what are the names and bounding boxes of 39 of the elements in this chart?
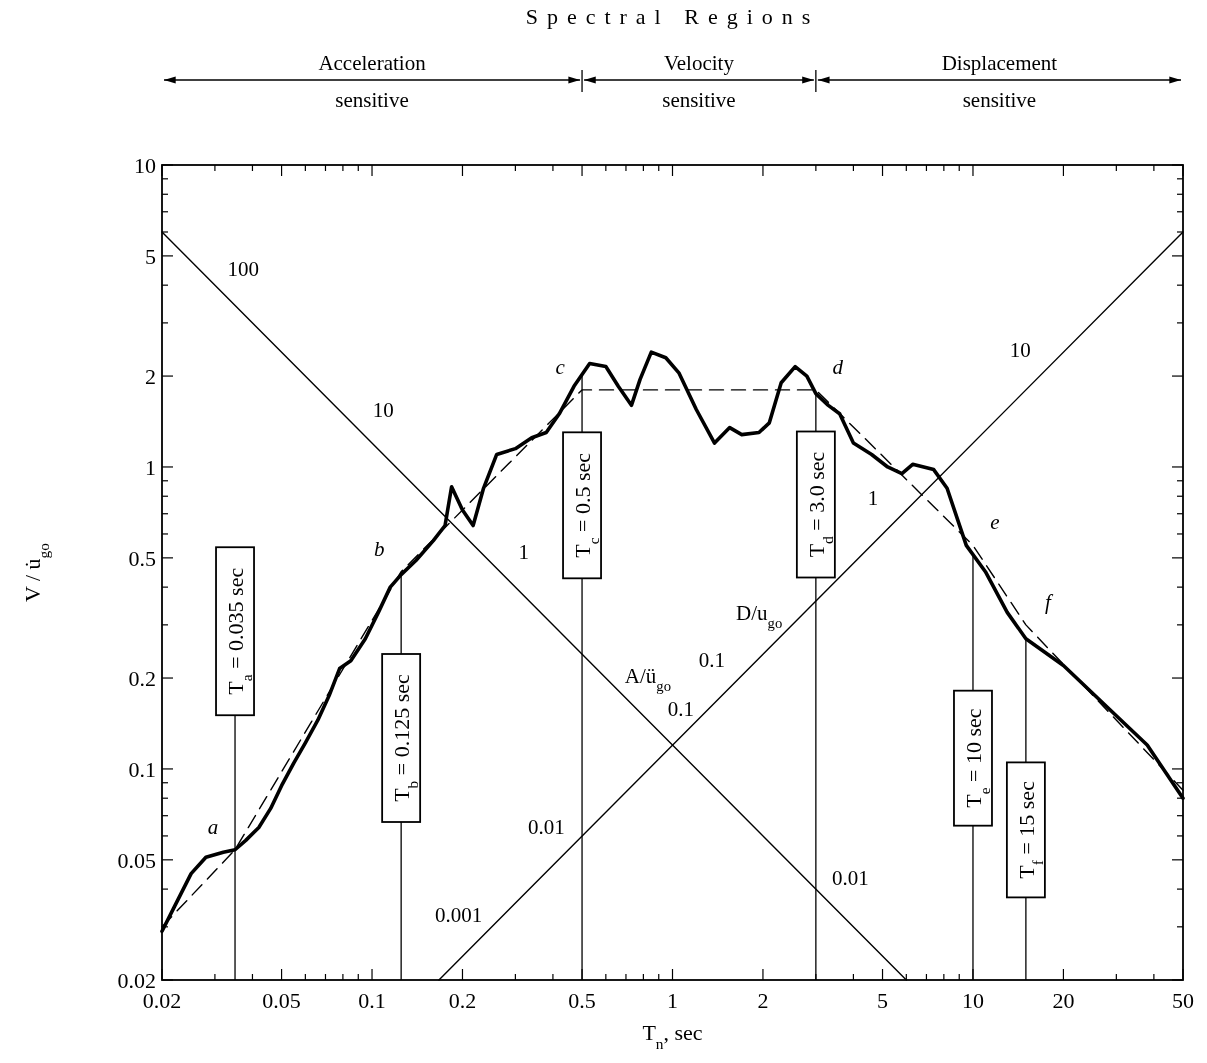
annotation: e [990, 510, 1000, 535]
y-tick-label: 0.2 [128, 666, 156, 692]
y-tick-label: 0.5 [128, 545, 156, 571]
x-tick-label: 0.5 [568, 988, 596, 1013]
annotation: 0.1 [698, 648, 725, 673]
x-tick-label: 0.05 [262, 988, 301, 1013]
x-tick-label: 1 [667, 988, 678, 1013]
annotation: 10 [1009, 338, 1031, 363]
annotation: 100 [227, 256, 260, 281]
x-tick-label: 5 [877, 988, 889, 1013]
annotation: 0.01 [831, 866, 869, 891]
y-tick-label: 5 [145, 243, 156, 269]
y-tick-label: 2 [145, 364, 156, 390]
chart-title: Spectral Regions [525, 4, 820, 29]
annotation: c [555, 354, 566, 379]
x-axis-title: T$_{n}$, sec [642, 1020, 703, 1052]
y-tick-label: 1 [145, 454, 156, 480]
y-tick-label: 0.05 [117, 847, 156, 873]
annotation: A/ü$_{go}$ [624, 663, 672, 694]
y-tick-label: 0.1 [128, 756, 156, 782]
annotation: 0.001 [435, 902, 483, 927]
annotation: 0.1 [667, 696, 694, 721]
y-tick-label: 10 [134, 153, 156, 178]
x-tick-label: 0.1 [358, 988, 386, 1013]
annotation: 1 [518, 539, 529, 564]
annotation: a [207, 814, 219, 839]
x-tick-label: 20 [1052, 988, 1075, 1013]
annotation: D/u$_{go}$ [736, 600, 783, 631]
y-tick-label: 0.02 [117, 968, 156, 993]
annotation: b [373, 536, 385, 561]
x-tick-label: 0.2 [448, 988, 477, 1013]
x-tick-label: 10 [961, 988, 984, 1013]
x-tick-label: 2 [757, 988, 769, 1013]
annotation: f [1044, 589, 1054, 614]
annotation: 10 [372, 397, 394, 422]
x-tick-label: 50 [1172, 988, 1194, 1013]
annotation: 0.01 [527, 814, 565, 839]
annotation: 1 [867, 486, 879, 511]
annotation: d [832, 354, 844, 379]
